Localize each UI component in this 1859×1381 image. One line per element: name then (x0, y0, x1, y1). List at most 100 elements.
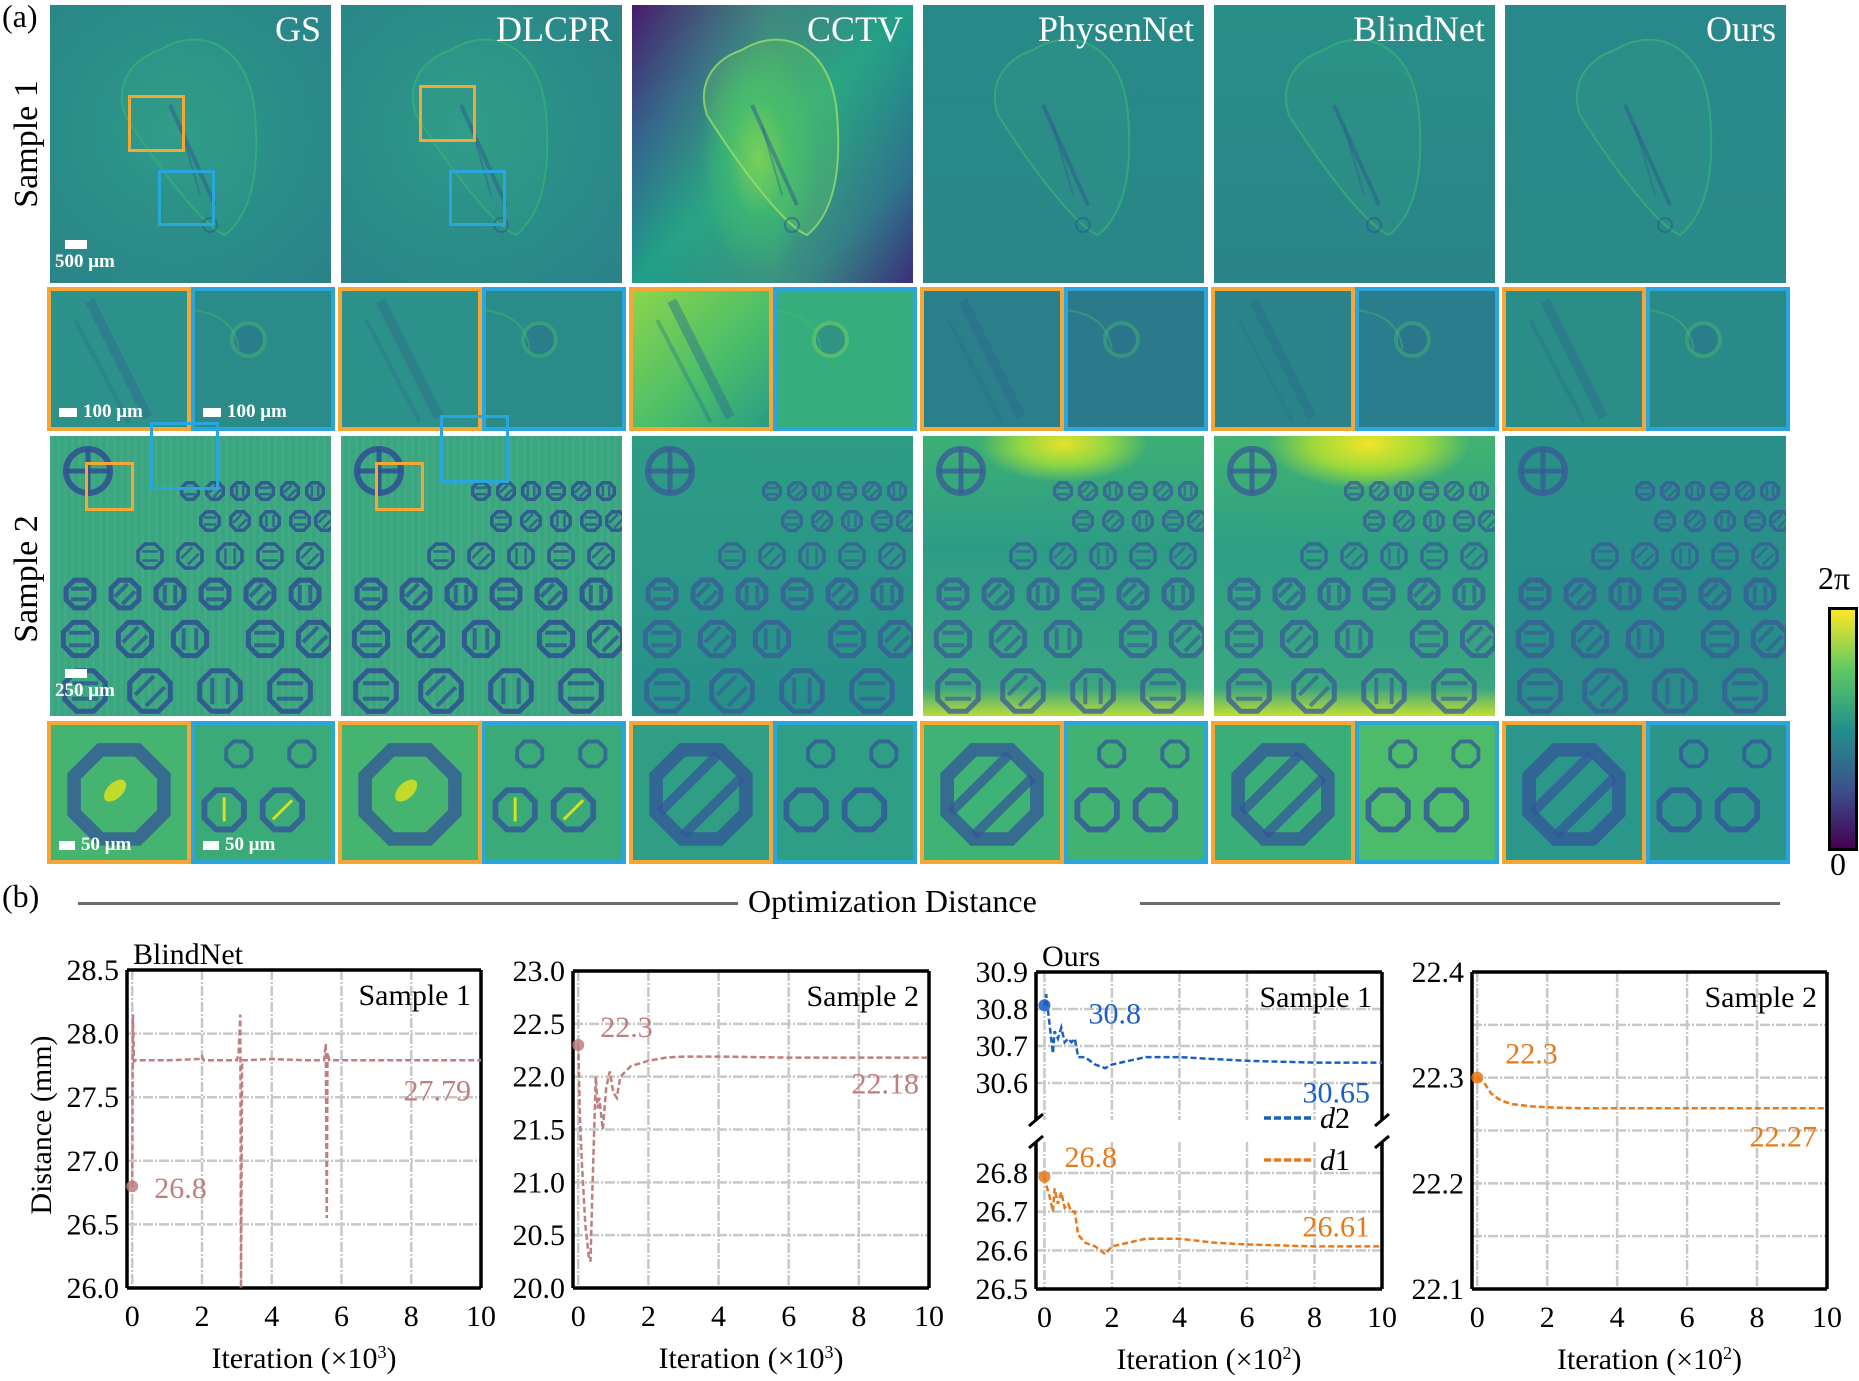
x-tick-label: 8 (404, 1300, 419, 1333)
legend-label-d2: d2 (1320, 1102, 1350, 1135)
image-panel-sample2-gs (50, 436, 331, 716)
roi-box-blue (158, 170, 215, 226)
y-tick-label: 22.2 (1412, 1167, 1465, 1200)
axis-break-mark (1374, 1112, 1390, 1128)
colorbar-max-label: 2π (1818, 560, 1851, 596)
chart-title: Sample 1 (359, 979, 472, 1012)
x-tick-label: 10 (466, 1300, 496, 1333)
zoom-tile-sample1-physennet-orange (920, 287, 1064, 431)
y-tick-label: 21.5 (513, 1114, 566, 1147)
scale-bar-text: 500 μm (55, 251, 115, 272)
image-panel-sample2-ours (1505, 436, 1786, 716)
series-line-d1 (1043, 1176, 1382, 1256)
scale-bar-zoom: 50 μm (59, 834, 131, 856)
scale-bar-main: 250 μm (55, 669, 115, 702)
zoom-tile-sample1-blindnet-orange (1211, 287, 1355, 431)
x-tick-label: 4 (1610, 1301, 1625, 1334)
part-b-label: (b) (2, 878, 40, 914)
x-tick-label: 10 (1367, 1301, 1397, 1334)
y-tick-label: 22.0 (513, 1061, 566, 1094)
x-tick-label: 0 (1037, 1301, 1052, 1334)
row-label-sample-1: Sample 1 (8, 80, 45, 208)
method-label-ours: Ours (1706, 9, 1776, 49)
roi-box-orange (128, 95, 185, 152)
y-tick-label: 22.3 (1412, 1062, 1465, 1095)
x-tick-label: 4 (1172, 1301, 1187, 1334)
image-panel-sample2-dlcpr (341, 436, 622, 716)
x-tick-label: 6 (781, 1300, 796, 1333)
roi-box-orange (85, 462, 134, 511)
x-axis-label: Iteration (×103) (211, 1342, 396, 1375)
y-tick-label: 26.0 (67, 1272, 120, 1305)
y-tick-label: 30.7 (976, 1030, 1029, 1063)
scale-bar-main: 500 μm (55, 240, 115, 273)
start-marker (126, 1180, 139, 1193)
series-line-d (130, 1014, 481, 1289)
start-marker (1038, 999, 1051, 1012)
image-panel-sample2-blindnet (1214, 436, 1495, 716)
y-tick-label: 21.0 (513, 1166, 566, 1199)
zoom-tile-sample1-blindnet-blue (1355, 287, 1499, 431)
x-tick-label: 6 (334, 1300, 349, 1333)
part-a-label: (a) (2, 0, 38, 34)
section-divider-left (78, 902, 738, 905)
zoom-tile-sample1-dlcpr-blue (482, 287, 626, 431)
y-tick-label: 26.5 (976, 1273, 1029, 1306)
final-value-label: 27.79 (404, 1074, 472, 1107)
chart-ours-sample1: Ours 30.6 30.7 30.8 30.9 26.5 26.6 26.7 26.8 30.8… (976, 940, 1398, 1376)
scale-bar-text: 100 μm (83, 401, 143, 422)
x-tick-label: 0 (571, 1300, 586, 1333)
x-tick-label: 8 (1307, 1301, 1322, 1334)
y-tick-label: 20.0 (513, 1272, 566, 1305)
x-axis-label: Iteration (×103) (658, 1342, 843, 1375)
scale-bar-text: 250 μm (55, 680, 115, 701)
zoom-tile-sample2-cctv-orange (629, 721, 773, 864)
y-tick-label: 22.5 (513, 1008, 566, 1041)
image-panel-sample1-blindnet: BlindNet (1214, 5, 1495, 283)
x-tick-label: 0 (125, 1300, 140, 1333)
colorbar (1828, 607, 1858, 851)
chart-ours-sample2: 22.1 22.2 22.3 22.4 22.3 22.27 Sample 2 0 2 4 6 8 10… (1412, 956, 1843, 1376)
series-line-d (1476, 1076, 1827, 1110)
y-tick-label: 26.5 (67, 1208, 120, 1241)
method-label-physennet: PhysenNet (1038, 9, 1194, 49)
y-tick-label: 22.1 (1412, 1273, 1465, 1306)
roi-box-orange (375, 462, 424, 511)
x-tick-label: 10 (1812, 1301, 1842, 1334)
zoom-tile-sample2-blindnet-blue (1355, 721, 1499, 864)
image-panel-sample2-physennet (923, 436, 1204, 716)
colorbar-min-label: 0 (1830, 846, 1846, 882)
zoom-tile-sample1-gs-orange: 100 μm (47, 287, 191, 431)
zoom-tile-sample1-gs-blue: 100 μm (191, 287, 335, 431)
x-tick-label: 4 (264, 1300, 279, 1333)
y-tick-label: 30.6 (976, 1067, 1029, 1100)
zoom-tile-sample2-ours-orange (1502, 721, 1646, 864)
scale-bar-line (203, 840, 219, 850)
zoom-tile-sample2-dlcpr-orange (338, 721, 482, 864)
y-tick-label: 27.5 (67, 1081, 120, 1114)
chart-title: Sample 2 (807, 980, 920, 1013)
chart-title: Sample 2 (1705, 981, 1818, 1014)
x-tick-label: 8 (851, 1300, 866, 1333)
roi-box-blue (440, 415, 509, 483)
scale-bar-text: 50 μm (81, 834, 132, 855)
roi-box-blue (449, 170, 506, 226)
scale-bar-line (65, 240, 87, 249)
scale-bar-zoom: 50 μm (203, 834, 275, 856)
x-tick-label: 2 (1104, 1301, 1119, 1334)
start-value-label: 22.3 (600, 1011, 653, 1044)
x-axis-label: Iteration (×102) (1557, 1343, 1742, 1376)
y-tick-label: 28.5 (67, 954, 120, 987)
scale-bar-text: 100 μm (227, 401, 287, 422)
x-axis-label: Iteration (×102) (1116, 1343, 1301, 1376)
zoom-tile-sample1-dlcpr-orange (338, 287, 482, 431)
zoom-tile-sample2-blindnet-orange (1211, 721, 1355, 864)
zoom-tile-sample1-cctv-orange (629, 287, 773, 431)
start-marker (1038, 1170, 1051, 1183)
x-tick-label: 6 (1239, 1301, 1254, 1334)
chart-blindnet-sample2: 20.0 20.5 21.0 21.5 22.0 22.5 23.0 22.3 22.18 Sam… (513, 955, 945, 1375)
chart-blindnet-sample1: BlindNet 26.0 26.5 27.0 27.5 28.0 28.5 26.8 27.7… (67, 938, 497, 1375)
zoom-tile-sample1-physennet-blue (1064, 287, 1208, 431)
start-value-label: 26.8 (154, 1172, 207, 1205)
start-value-label: 30.8 (1088, 997, 1141, 1030)
